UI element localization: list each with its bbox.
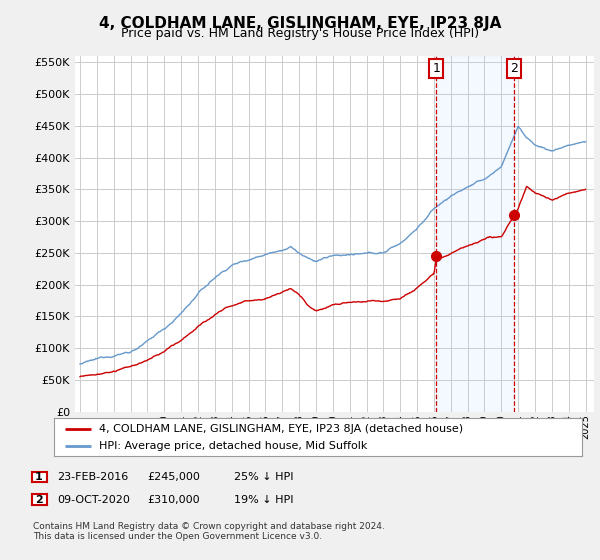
Text: 1: 1 [35,472,43,482]
Text: 09-OCT-2020: 09-OCT-2020 [57,494,130,505]
Text: 2: 2 [511,62,518,75]
Text: 1: 1 [432,62,440,75]
Text: 25% ↓ HPI: 25% ↓ HPI [234,472,293,482]
Text: £310,000: £310,000 [147,494,200,505]
Text: 23-FEB-2016: 23-FEB-2016 [57,472,128,482]
Text: 19% ↓ HPI: 19% ↓ HPI [234,494,293,505]
Bar [436,56,514,412]
Text: 4, COLDHAM LANE, GISLINGHAM, EYE, IP23 8JA: 4, COLDHAM LANE, GISLINGHAM, EYE, IP23 8… [99,16,501,31]
Text: 2: 2 [35,494,43,505]
Text: HPI: Average price, detached house, Mid Suffolk: HPI: Average price, detached house, Mid … [99,441,367,451]
Text: Price paid vs. HM Land Registry's House Price Index (HPI): Price paid vs. HM Land Registry's House … [121,27,479,40]
Text: £245,000: £245,000 [147,472,200,482]
Text: 4, COLDHAM LANE, GISLINGHAM, EYE, IP23 8JA (detached house): 4, COLDHAM LANE, GISLINGHAM, EYE, IP23 8… [99,424,463,434]
Text: Contains HM Land Registry data © Crown copyright and database right 2024.
This d: Contains HM Land Registry data © Crown c… [33,522,385,542]
